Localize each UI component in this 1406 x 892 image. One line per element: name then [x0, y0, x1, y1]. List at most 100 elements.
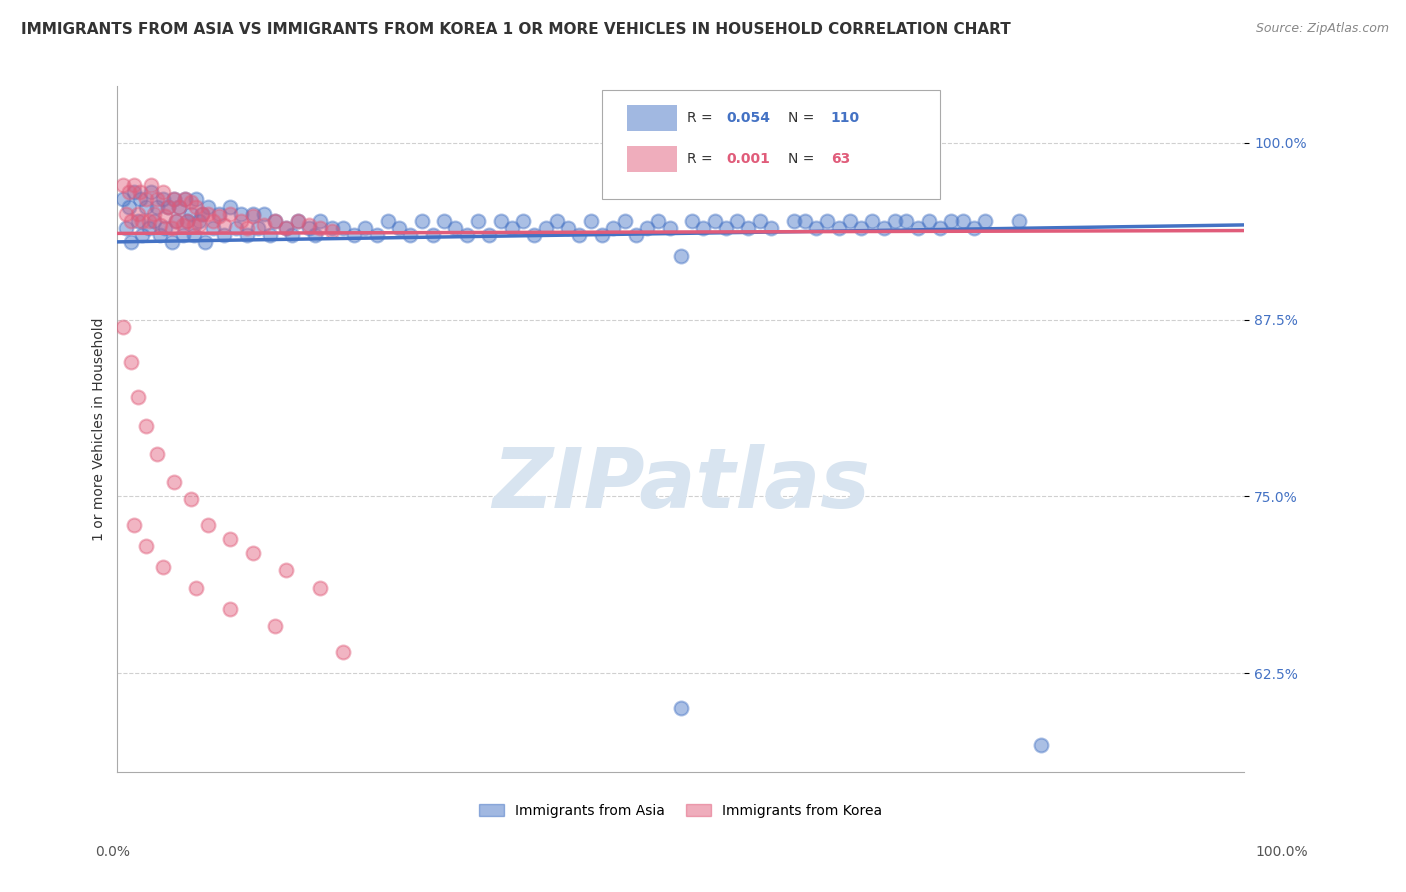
Point — [236, 227, 259, 242]
Point — [591, 227, 613, 242]
Point — [202, 213, 225, 227]
Point — [929, 220, 952, 235]
Point — [131, 227, 153, 242]
Point — [444, 220, 467, 235]
Point — [157, 200, 180, 214]
Point — [1031, 738, 1053, 752]
Point — [276, 220, 298, 235]
Point — [163, 475, 186, 490]
Point — [127, 206, 149, 220]
Point — [115, 206, 138, 220]
Point — [568, 227, 591, 242]
Point — [658, 220, 681, 235]
Point — [236, 220, 259, 235]
Point — [579, 213, 602, 227]
Point — [433, 213, 456, 227]
Point — [214, 227, 236, 242]
Point — [321, 223, 343, 237]
Point — [332, 220, 354, 235]
Point — [169, 200, 191, 214]
Point — [149, 218, 172, 232]
Point — [112, 193, 135, 207]
Point — [120, 355, 142, 369]
Point — [304, 227, 326, 242]
Point — [602, 220, 624, 235]
Point — [963, 220, 986, 235]
Point — [169, 200, 191, 214]
Point — [146, 200, 169, 214]
Point — [160, 235, 183, 249]
Point — [152, 560, 174, 574]
Point — [157, 200, 180, 214]
Point — [242, 206, 264, 220]
Point — [141, 178, 163, 193]
Point — [208, 206, 231, 220]
Text: 63: 63 — [831, 152, 851, 166]
Point — [309, 581, 332, 595]
FancyBboxPatch shape — [602, 90, 941, 200]
Point — [127, 213, 149, 227]
Point — [172, 218, 194, 232]
Point — [321, 220, 343, 235]
Point — [725, 213, 748, 227]
Point — [467, 213, 489, 227]
Text: Source: ZipAtlas.com: Source: ZipAtlas.com — [1256, 22, 1389, 36]
Point — [163, 193, 186, 207]
Text: 100.0%: 100.0% — [1256, 845, 1308, 859]
Point — [264, 213, 287, 227]
Text: 110: 110 — [831, 111, 860, 125]
Point — [131, 213, 153, 227]
Point — [247, 220, 270, 235]
Point — [160, 220, 183, 235]
Point — [176, 213, 198, 227]
Text: IMMIGRANTS FROM ASIA VS IMMIGRANTS FROM KOREA 1 OR MORE VEHICLES IN HOUSEHOLD CO: IMMIGRANTS FROM ASIA VS IMMIGRANTS FROM … — [21, 22, 1011, 37]
Point — [191, 206, 214, 220]
Point — [343, 227, 366, 242]
Point — [259, 227, 281, 242]
Point — [264, 213, 287, 227]
Point — [153, 210, 176, 224]
Point — [214, 218, 236, 232]
Point — [165, 213, 187, 227]
Point — [907, 220, 929, 235]
Point — [146, 193, 169, 207]
Point — [219, 602, 242, 616]
Point — [186, 581, 208, 595]
Point — [142, 206, 165, 220]
Point — [146, 447, 169, 461]
Point — [242, 210, 264, 224]
Point — [759, 220, 782, 235]
Point — [422, 227, 444, 242]
Point — [804, 220, 827, 235]
Point — [187, 218, 209, 232]
Point — [276, 563, 298, 577]
Point — [377, 213, 399, 227]
Point — [309, 220, 332, 235]
Point — [135, 200, 157, 214]
Point — [152, 193, 174, 207]
Point — [613, 213, 636, 227]
Point — [219, 532, 242, 546]
Point — [534, 220, 557, 235]
Point — [191, 206, 214, 220]
Text: 0.001: 0.001 — [725, 152, 770, 166]
Point — [501, 220, 523, 235]
Point — [827, 220, 849, 235]
Point — [253, 218, 276, 232]
Point — [118, 200, 141, 214]
Point — [647, 213, 669, 227]
Point — [152, 186, 174, 200]
Point — [186, 193, 208, 207]
Point — [669, 249, 692, 263]
Point — [208, 210, 231, 224]
Point — [309, 213, 332, 227]
Point — [183, 218, 205, 232]
Point — [124, 178, 146, 193]
Bar — [627, 146, 678, 172]
Point — [703, 213, 725, 227]
Point — [197, 206, 219, 220]
Point — [737, 220, 759, 235]
Point — [202, 220, 225, 235]
Point — [120, 235, 142, 249]
Point — [183, 227, 205, 242]
